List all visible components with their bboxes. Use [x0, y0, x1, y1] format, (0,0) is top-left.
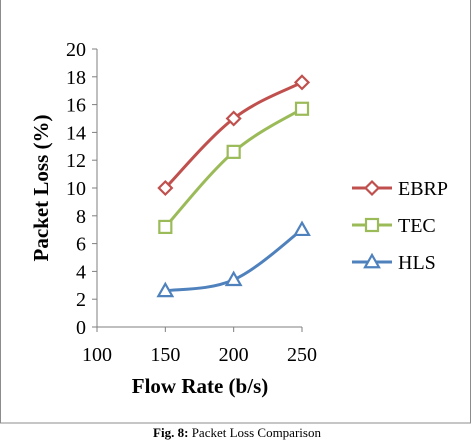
data-point-tec	[226, 144, 241, 159]
legend-marker-hls	[363, 252, 381, 269]
caption-label: Fig. 8:	[153, 425, 189, 440]
y-tick-label: 14	[66, 122, 86, 144]
series-ebrp	[157, 74, 311, 197]
legend-label-hls: HLS	[398, 252, 436, 274]
figure-caption: Fig. 8: Packet Loss Comparison	[0, 424, 474, 441]
data-point-ebrp	[225, 110, 242, 127]
legend-item-ebrp: EBRP	[352, 178, 448, 200]
caption-text: Packet Loss Comparison	[191, 425, 321, 440]
x-tick-label: 250	[287, 344, 317, 366]
y-axis-title: Packet Loss (%)	[29, 115, 53, 262]
data-point-tec	[158, 219, 173, 235]
y-tick-label: 2	[76, 289, 86, 311]
y-tick-label: 16	[66, 95, 86, 117]
legend: EBRP TEC HLS	[352, 178, 448, 274]
y-tick-label: 10	[66, 178, 86, 200]
data-point-ebrp	[157, 179, 174, 197]
legend-marker-tec	[364, 217, 380, 233]
legend-item-hls: HLS	[352, 252, 436, 274]
y-tick-label: 6	[76, 234, 86, 256]
chart: 0 2 4 6 8 10 12 14 16 18 20 100 150 200 250 EBRP TEC HL…	[0, 0, 471, 424]
y-tick-label: 18	[66, 67, 86, 89]
legend-label-ebrp: EBRP	[398, 178, 448, 200]
y-tick-label: 20	[66, 39, 86, 61]
series-hls	[156, 220, 311, 298]
y-axis: 0 2 4 6 8 10 12 14 16 18 20	[66, 39, 98, 339]
plot-area	[156, 74, 311, 298]
legend-label-tec: TEC	[398, 215, 436, 237]
data-point-hls	[224, 270, 243, 287]
legend-item-tec: TEC	[352, 215, 436, 237]
y-tick-label: 0	[76, 317, 86, 339]
x-tick-label: 100	[82, 344, 112, 366]
legend-marker-ebrp	[363, 179, 381, 197]
data-point-ebrp	[293, 74, 311, 91]
data-point-tec	[294, 101, 310, 116]
data-point-hls	[156, 281, 175, 298]
x-tick-label: 200	[219, 344, 249, 366]
data-point-hls	[293, 220, 311, 237]
y-tick-label: 8	[76, 206, 86, 228]
series-tec	[158, 101, 310, 235]
y-tick-label: 12	[66, 150, 86, 172]
y-tick-label: 4	[76, 261, 86, 283]
x-axis: 100 150 200 250	[82, 326, 317, 366]
x-axis-title: Flow Rate (b/s)	[132, 374, 268, 398]
chart-frame	[0, 0, 471, 424]
x-tick-label: 150	[150, 344, 180, 366]
